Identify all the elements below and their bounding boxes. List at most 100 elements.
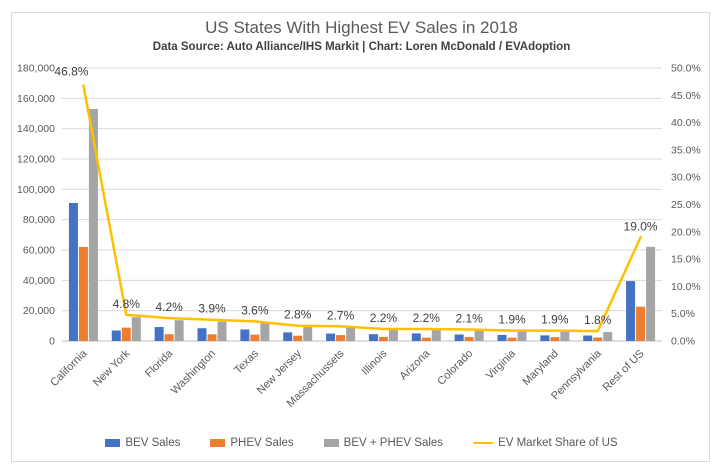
right-axis-tick-label: 30.0% <box>671 172 701 184</box>
bar-phev-sales-california <box>78 246 88 341</box>
bar-bev-sales-pennsylvania <box>583 335 593 341</box>
bar-bev-sales-new-york <box>111 330 121 341</box>
left-axis-tick-label: 120,000 <box>17 154 55 166</box>
ev-market-share-line <box>82 84 642 333</box>
line-data-label: 4.2% <box>155 300 183 314</box>
line-data-label: 2.1% <box>455 312 483 326</box>
bar-bev-phev-sales-colorado <box>474 330 484 341</box>
x-axis-category-label: Florida <box>143 347 176 380</box>
line-data-label: 2.7% <box>327 308 355 322</box>
legend-item-phev-sales: PHEV Sales <box>210 437 294 449</box>
bar-bev-phev-sales-massachussets <box>346 327 356 341</box>
line-data-label: 4.8% <box>113 297 141 311</box>
left-axis-tick-label: 160,000 <box>17 93 55 105</box>
left-axis-tick-label: 40,000 <box>23 275 55 287</box>
bar-phev-sales-arizona <box>421 337 431 341</box>
right-axis-tick-label: 0.0% <box>671 336 695 348</box>
x-axis-category-label: Illinois <box>359 347 389 377</box>
bar-bev-phev-sales-texas <box>260 323 270 341</box>
left-axis-tick-label: 100,000 <box>17 184 55 196</box>
bar-bev-phev-sales-virginia <box>517 331 527 341</box>
bar-bev-sales-virginia <box>497 334 507 341</box>
bar-phev-sales-maryland <box>550 337 560 341</box>
x-axis-category-label: Rest of US <box>601 348 647 394</box>
right-axis-tick-label: 45.0% <box>671 90 701 102</box>
bar-phev-sales-pennsylvania <box>593 337 603 341</box>
line-data-label: 1.9% <box>541 313 569 327</box>
bar-phev-sales-virginia <box>507 337 517 341</box>
chart-title: US States With Highest EV Sales in 2018 <box>205 18 518 37</box>
legend-item-bev-sales: BEV Sales <box>105 437 180 449</box>
chart-subtitle: Data Source: Auto Alliance/IHS Markit | … <box>152 41 571 53</box>
bar-phev-sales-illinois <box>378 336 388 341</box>
x-axis-category-label: Maryland <box>520 348 560 388</box>
legend-label: BEV + PHEV Sales <box>343 437 444 449</box>
bar-bev-sales-florida <box>154 327 164 341</box>
right-axis-tick-label: 35.0% <box>671 144 701 156</box>
bar-bev-sales-illinois <box>368 334 378 341</box>
right-axis-tick-label: 50.0% <box>671 63 701 75</box>
bar-bev-sales-maryland <box>540 335 550 341</box>
legend-bar-swatch <box>323 439 339 447</box>
x-axis-category-label: Washington <box>169 348 218 397</box>
legend-bar-swatch <box>210 439 226 447</box>
bar-bev-sales-california <box>68 202 78 341</box>
bar-bev-phev-sales-new-jersey <box>303 327 313 341</box>
line-data-label: 3.9% <box>198 302 226 316</box>
bar-bev-phev-sales-illinois <box>388 330 398 341</box>
line-data-label: 2.8% <box>284 308 312 322</box>
chart-legend: BEV Sales PHEV Sales BEV + PHEV Sales EV Ma… <box>0 437 723 449</box>
left-axis-tick-label: 180,000 <box>17 63 55 75</box>
right-axis-tick-label: 20.0% <box>671 226 701 238</box>
x-axis-category-label: Texas <box>232 347 261 376</box>
legend-bar-swatch <box>105 439 121 447</box>
x-axis-category-label: Virginia <box>484 347 519 382</box>
x-axis-category-label: Colorado <box>435 348 475 388</box>
right-axis-tick-label: 40.0% <box>671 117 701 129</box>
bar-bev-sales-washington <box>197 328 207 341</box>
bar-phev-sales-washington <box>207 334 217 341</box>
bar-phev-sales-massachussets <box>336 335 346 341</box>
left-axis-tick-label: 20,000 <box>23 305 55 317</box>
right-axis-tick-label: 10.0% <box>671 281 701 293</box>
bar-bev-phev-sales-pennsylvania <box>603 332 613 341</box>
bar-phev-sales-new-jersey <box>293 335 303 341</box>
line-data-label: 1.9% <box>498 313 526 327</box>
right-axis-tick-label: 15.0% <box>671 254 701 266</box>
legend-line-swatch <box>473 441 494 445</box>
line-data-label: 1.8% <box>584 313 612 327</box>
bar-phev-sales-new-york <box>121 327 131 341</box>
line-data-label: 46.8% <box>54 64 88 78</box>
bar-phev-sales-rest-of-us <box>636 306 646 341</box>
bar-bev-sales-new-jersey <box>283 332 293 341</box>
x-axis-category-label: New York <box>91 347 133 389</box>
chart-border-frame <box>11 12 710 462</box>
x-axis-category-label: Arizona <box>398 347 433 382</box>
legend-item-ev-market-share-of-us: EV Market Share of US <box>473 437 618 449</box>
right-axis-tick-label: 5.0% <box>671 308 695 320</box>
bar-bev-phev-sales-arizona <box>431 330 441 341</box>
bar-phev-sales-texas <box>250 334 260 341</box>
bar-bev-sales-colorado <box>454 334 464 341</box>
left-axis-tick-label: 60,000 <box>23 245 55 257</box>
legend-label: EV Market Share of US <box>498 437 618 449</box>
legend-label: PHEV Sales <box>230 437 294 449</box>
line-data-label: 3.6% <box>241 303 269 317</box>
bar-bev-sales-arizona <box>411 333 421 341</box>
bar-bev-phev-sales-florida <box>174 320 184 341</box>
bar-phev-sales-florida <box>164 334 174 341</box>
left-axis-tick-label: 140,000 <box>17 123 55 135</box>
bar-bev-sales-rest-of-us <box>626 281 636 341</box>
line-data-label: 2.2% <box>413 311 441 325</box>
right-axis-tick-label: 25.0% <box>671 199 701 211</box>
bar-bev-sales-massachussets <box>326 333 336 341</box>
line-data-label: 19.0% <box>624 219 658 233</box>
left-axis-tick-label: 0 <box>49 336 55 348</box>
left-axis-tick-label: 80,000 <box>23 214 55 226</box>
bar-bev-phev-sales-maryland <box>560 331 570 341</box>
bar-bev-sales-texas <box>240 329 250 341</box>
x-axis-category-label: California <box>48 347 90 389</box>
legend-label: BEV Sales <box>125 437 181 449</box>
